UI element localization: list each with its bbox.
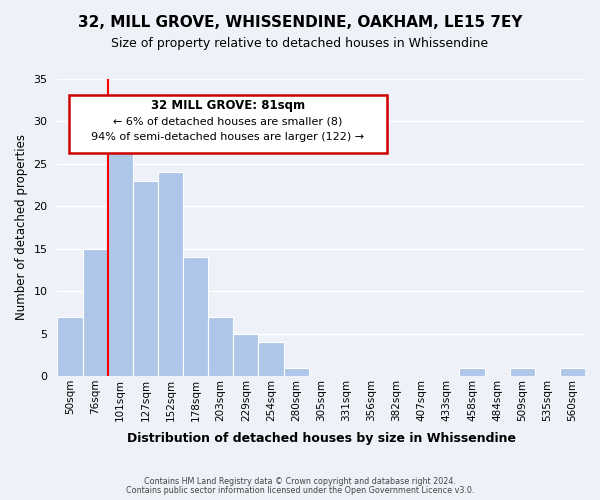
Bar — [560, 368, 585, 376]
Text: 32 MILL GROVE: 81sqm: 32 MILL GROVE: 81sqm — [151, 99, 305, 112]
Bar — [83, 248, 107, 376]
Bar — [233, 334, 259, 376]
Bar — [158, 172, 183, 376]
Text: Contains public sector information licensed under the Open Government Licence v3: Contains public sector information licen… — [126, 486, 474, 495]
Bar — [133, 181, 158, 376]
Bar — [284, 368, 308, 376]
X-axis label: Distribution of detached houses by size in Whissendine: Distribution of detached houses by size … — [127, 432, 516, 445]
Text: ← 6% of detached houses are smaller (8): ← 6% of detached houses are smaller (8) — [113, 116, 343, 126]
Text: 32, MILL GROVE, WHISSENDINE, OAKHAM, LE15 7EY: 32, MILL GROVE, WHISSENDINE, OAKHAM, LE1… — [78, 15, 522, 30]
Bar — [183, 257, 208, 376]
Bar — [460, 368, 485, 376]
Y-axis label: Number of detached properties: Number of detached properties — [15, 134, 28, 320]
Bar — [107, 130, 133, 376]
Bar — [208, 316, 233, 376]
Bar — [58, 316, 83, 376]
Bar — [509, 368, 535, 376]
Text: Size of property relative to detached houses in Whissendine: Size of property relative to detached ho… — [112, 38, 488, 51]
Text: Contains HM Land Registry data © Crown copyright and database right 2024.: Contains HM Land Registry data © Crown c… — [144, 477, 456, 486]
Bar — [259, 342, 284, 376]
Text: 94% of semi-detached houses are larger (122) →: 94% of semi-detached houses are larger (… — [91, 132, 365, 142]
